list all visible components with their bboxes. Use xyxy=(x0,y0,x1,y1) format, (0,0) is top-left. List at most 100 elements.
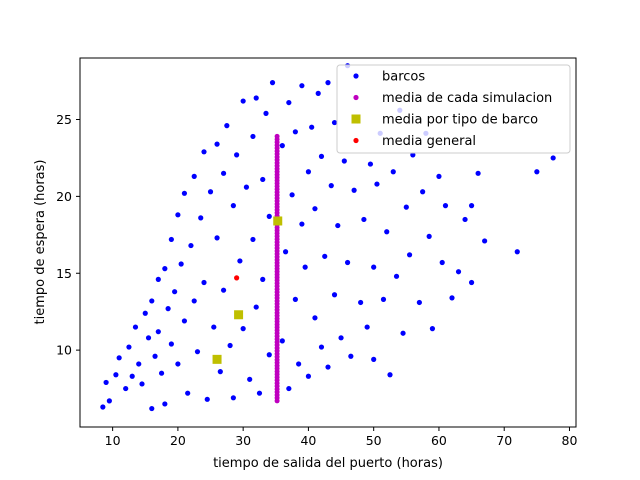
barcos-point xyxy=(289,192,295,198)
barcos-point xyxy=(338,335,344,341)
barcos-point xyxy=(175,212,181,218)
barcos-point xyxy=(103,379,109,386)
barcos-point xyxy=(514,249,520,255)
barcos-point xyxy=(550,155,556,161)
barcos-point xyxy=(165,306,171,312)
barcos-point xyxy=(139,381,145,387)
barcos-point xyxy=(468,279,475,286)
barcos-point xyxy=(361,216,367,223)
barcos-point xyxy=(299,221,305,227)
barcos-point xyxy=(400,330,406,336)
barcos-point xyxy=(328,183,334,189)
barcos-point xyxy=(100,404,106,410)
barcos-point xyxy=(403,204,409,210)
barcos-point xyxy=(217,369,223,375)
barcos-point xyxy=(168,341,174,347)
barcos-point xyxy=(420,189,426,195)
barcos-point xyxy=(384,229,390,235)
x-tick-label: 60 xyxy=(431,433,447,448)
barcos-point xyxy=(227,342,233,349)
barcos-point xyxy=(168,236,174,243)
barcos-point xyxy=(380,296,387,302)
barcos-point xyxy=(462,216,468,223)
barcos-point xyxy=(155,276,161,282)
barcos-point xyxy=(253,95,259,101)
barcos-point xyxy=(364,324,370,330)
barcos-point xyxy=(374,181,380,187)
barcos-point xyxy=(429,326,436,332)
barcos-point xyxy=(149,298,155,304)
barcos-point xyxy=(181,318,188,324)
barcos-point xyxy=(266,352,272,358)
barcos-point xyxy=(152,353,158,359)
barcos-point xyxy=(204,396,210,402)
barcos-point xyxy=(230,395,236,401)
barcos-point xyxy=(220,287,227,293)
barcos-point xyxy=(201,149,207,155)
barcos-point xyxy=(439,259,445,266)
legend-label: media de cada simulacion xyxy=(382,91,552,106)
barcos-point xyxy=(309,124,315,130)
legend-marker xyxy=(351,114,361,124)
barcos-point xyxy=(263,110,269,116)
barcos-point xyxy=(371,264,377,270)
barcos-point xyxy=(247,376,253,382)
barcos-point xyxy=(220,170,227,176)
barcos-point xyxy=(237,258,243,264)
barcos-point xyxy=(266,213,272,219)
y-tick-label: 15 xyxy=(56,266,72,281)
barcos-point xyxy=(406,252,413,258)
barcos-point xyxy=(358,299,364,306)
barcos-point xyxy=(142,310,148,316)
barcos-point xyxy=(155,329,161,335)
barcos-point xyxy=(149,405,155,412)
barcos-point xyxy=(348,353,354,359)
barcos-point xyxy=(256,390,263,396)
barcos-point xyxy=(201,279,207,286)
barcos-point xyxy=(198,215,204,221)
barcos-point xyxy=(299,83,305,89)
barcos-point xyxy=(240,326,246,332)
barcos-point xyxy=(230,203,236,209)
x-tick-label: 40 xyxy=(300,433,316,448)
x-tick-label: 30 xyxy=(235,433,251,448)
y-tick-label: 20 xyxy=(56,189,72,204)
y-tick-label: 10 xyxy=(56,343,72,358)
plot-frame xyxy=(79,57,577,428)
barcos-point xyxy=(158,370,165,376)
barcos-point xyxy=(390,169,396,175)
barcos-point xyxy=(312,315,318,321)
barcos-point xyxy=(269,80,276,86)
barcos-point xyxy=(393,273,400,279)
legend-label: media por tipo de barco xyxy=(382,113,538,128)
y-tick-label: 25 xyxy=(56,112,72,127)
barcos-point xyxy=(322,253,328,259)
x-tick-label: 50 xyxy=(366,433,382,448)
barcos-point xyxy=(302,264,308,270)
barcos-point xyxy=(234,152,240,158)
barcos-point xyxy=(129,373,135,379)
barcos-point xyxy=(344,259,351,266)
barcos-point xyxy=(185,390,191,396)
barcos-point xyxy=(106,398,112,404)
barcos-point xyxy=(371,356,377,362)
legend-marker xyxy=(353,73,359,79)
barcos-point xyxy=(292,129,298,135)
barcos-point xyxy=(191,298,197,304)
legend-label: media general xyxy=(382,134,476,149)
barcos-point xyxy=(315,90,321,96)
barcos-point xyxy=(113,372,119,378)
barcos-point xyxy=(305,169,312,175)
barcos-point xyxy=(126,344,132,350)
barcos-point xyxy=(162,266,168,272)
barcos-point xyxy=(175,361,181,367)
barcos-point xyxy=(162,401,168,407)
simulation-mean-point xyxy=(274,133,280,139)
x-axis-label: tiempo de salida del puerto (horas) xyxy=(213,456,443,471)
ship-type-mean-marker xyxy=(212,354,222,364)
barcos-point xyxy=(331,292,338,298)
x-tick-label: 20 xyxy=(170,433,186,448)
x-tick-label: 80 xyxy=(562,433,578,448)
barcos-point xyxy=(436,173,442,179)
barcos-point xyxy=(475,170,481,176)
